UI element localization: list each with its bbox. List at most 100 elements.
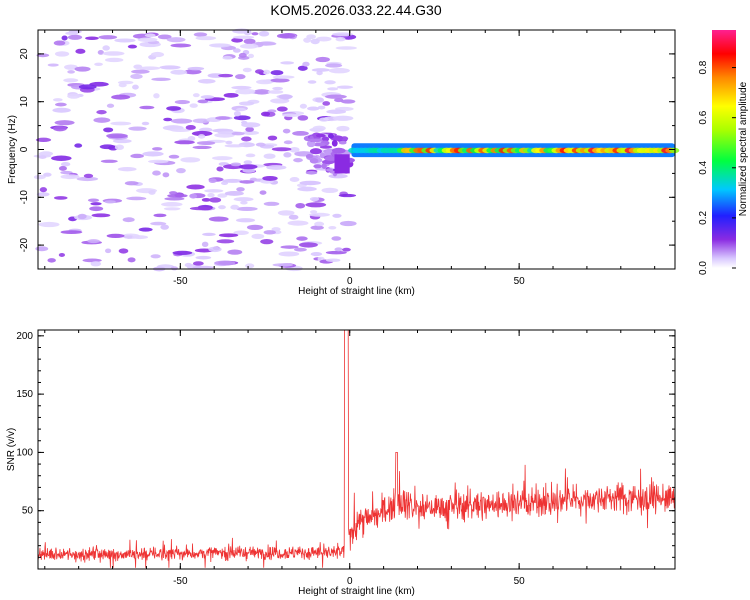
noise-blob — [215, 116, 231, 120]
noise-blob — [282, 113, 301, 118]
noise-blob — [321, 163, 327, 169]
noise-blob — [105, 248, 112, 254]
noise-blob — [317, 105, 326, 110]
noise-blob — [54, 51, 70, 57]
noise-blob — [208, 246, 222, 253]
noise-blob — [336, 85, 354, 89]
noise-blob — [309, 212, 331, 217]
noise-blob — [53, 40, 66, 46]
noise-blob — [278, 251, 300, 257]
noise-blob — [280, 61, 295, 65]
noise-blob — [189, 206, 212, 211]
noise-blob — [98, 35, 118, 40]
noise-blob — [260, 111, 271, 117]
noise-blob — [170, 118, 193, 124]
noise-blob — [327, 87, 339, 91]
noise-blob — [38, 221, 60, 228]
noise-blob — [174, 100, 190, 105]
noise-blob — [127, 257, 136, 263]
noise-blob — [47, 63, 59, 67]
noise-blob — [117, 166, 137, 172]
noise-blob — [310, 38, 320, 45]
noise-blob — [162, 172, 170, 178]
noise-blob — [218, 205, 226, 210]
noise-blob — [60, 170, 73, 175]
noise-blob — [131, 235, 149, 240]
noise-blob — [297, 65, 308, 71]
noise-blob — [189, 103, 198, 108]
noise-blob — [83, 173, 94, 179]
noise-blob — [224, 191, 244, 196]
noise-blob — [238, 101, 255, 106]
noise-blob — [187, 66, 205, 71]
noise-blob — [319, 145, 333, 149]
noise-blob — [231, 37, 243, 43]
noise-blob — [287, 220, 309, 226]
noise-blob — [67, 93, 81, 99]
noise-blob — [67, 70, 76, 74]
noise-blob — [334, 247, 343, 252]
noise-blob — [315, 56, 330, 63]
noise-blob — [75, 48, 86, 54]
noise-blob — [305, 202, 327, 208]
noise-blob — [233, 115, 251, 121]
noise-blob — [247, 53, 254, 59]
noise-blob — [328, 173, 348, 179]
noise-blob — [241, 136, 252, 142]
noise-blob — [169, 191, 178, 195]
noise-blob — [148, 159, 169, 164]
colorbar-label: Normalized spectral amplitude — [738, 81, 749, 216]
noise-blob — [315, 97, 325, 103]
noise-blob — [319, 152, 325, 159]
snr-ylabel: SNR (v/v) — [6, 428, 17, 471]
noise-blob — [58, 253, 65, 258]
noise-blob — [112, 139, 132, 144]
noise-blob — [100, 159, 118, 163]
noise-blob — [242, 67, 252, 73]
noise-blob — [169, 128, 191, 132]
noise-blob — [293, 247, 307, 252]
noise-blob — [161, 202, 183, 207]
noise-blob — [128, 126, 147, 131]
noise-blob — [235, 88, 256, 95]
noise-blob — [242, 168, 256, 173]
noise-blob — [192, 145, 212, 150]
noise-blob — [305, 170, 318, 175]
noise-blob — [283, 140, 293, 145]
noise-blob — [230, 162, 242, 167]
noise-blob — [315, 133, 326, 138]
noise-blob — [142, 151, 164, 157]
noise-blob — [340, 99, 356, 104]
noise-blob — [324, 80, 336, 85]
noise-blob — [259, 190, 267, 195]
noise-blob — [332, 32, 354, 37]
noise-blob — [307, 80, 317, 84]
colorbar-tick-label: 0.2 — [698, 211, 709, 225]
noise-blob — [260, 239, 274, 245]
noise-blob — [214, 260, 236, 266]
noise-blob — [316, 36, 332, 42]
noise-blob — [314, 221, 325, 227]
noise-blob — [272, 263, 294, 267]
noise-blob — [172, 250, 193, 255]
noise-blob — [338, 140, 347, 145]
noise-blob — [238, 52, 247, 58]
noise-blob — [243, 160, 253, 165]
noise-blob — [117, 80, 134, 85]
noise-blob — [200, 95, 215, 99]
noise-blob — [255, 79, 274, 85]
noise-blob — [104, 57, 124, 63]
noise-blob — [170, 69, 188, 75]
noise-blob — [282, 128, 291, 134]
noise-blob — [222, 55, 233, 60]
noise-blob — [130, 153, 144, 159]
noise-blob — [207, 73, 224, 78]
noise-blob — [326, 109, 347, 114]
noise-blob — [270, 78, 290, 83]
noise-blob — [54, 120, 75, 126]
noise-blob — [33, 174, 46, 180]
noise-blob — [118, 248, 129, 254]
noise-blob — [254, 69, 264, 74]
noise-blob — [239, 43, 259, 49]
snr-frame — [37, 329, 676, 570]
